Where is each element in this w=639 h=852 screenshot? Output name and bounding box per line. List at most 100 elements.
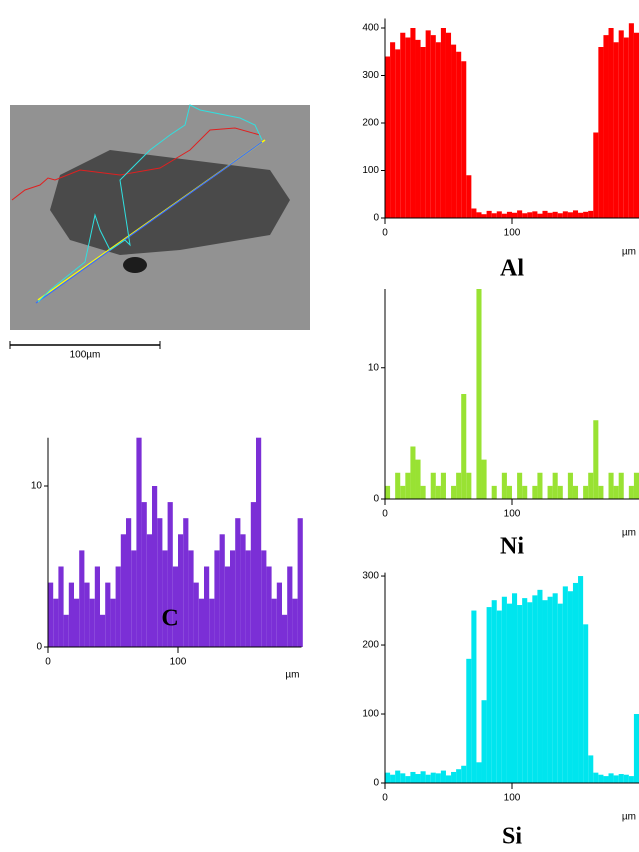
x-axis-unit: µm bbox=[285, 670, 299, 681]
bar bbox=[547, 596, 553, 783]
bar bbox=[230, 550, 236, 647]
bar bbox=[405, 472, 411, 499]
bar bbox=[461, 394, 467, 499]
bar bbox=[527, 212, 533, 218]
bar bbox=[172, 566, 178, 647]
bar bbox=[456, 472, 462, 499]
bar bbox=[456, 51, 462, 218]
bar bbox=[562, 211, 568, 218]
bar bbox=[395, 472, 401, 499]
bar bbox=[578, 212, 584, 218]
bar bbox=[219, 534, 225, 647]
bar bbox=[583, 485, 589, 499]
bar bbox=[623, 37, 629, 218]
y-tick-label: 0 bbox=[373, 213, 379, 224]
x-axis-unit: µm bbox=[622, 247, 636, 258]
bar bbox=[224, 566, 230, 647]
bar bbox=[420, 771, 426, 783]
y-tick-label: 200 bbox=[362, 118, 379, 129]
bar bbox=[74, 598, 80, 647]
x-axis-unit: µm bbox=[622, 528, 636, 539]
bar bbox=[608, 472, 614, 499]
bar bbox=[152, 486, 158, 647]
bar bbox=[466, 175, 472, 218]
bar bbox=[603, 776, 609, 783]
bar bbox=[501, 472, 507, 499]
bar bbox=[547, 485, 553, 499]
bar bbox=[63, 614, 69, 647]
x-tick-label: 0 bbox=[382, 509, 388, 520]
y-tick-label: 400 bbox=[362, 23, 379, 34]
bar bbox=[593, 132, 599, 218]
bar bbox=[430, 35, 436, 218]
x-axis-unit: µm bbox=[622, 812, 636, 823]
bar bbox=[178, 534, 184, 647]
bar bbox=[435, 773, 441, 783]
bar bbox=[532, 595, 538, 783]
y-tick-label: 10 bbox=[31, 481, 43, 492]
bar bbox=[557, 603, 563, 783]
bar bbox=[618, 774, 624, 783]
x-tick-label: 0 bbox=[45, 657, 51, 668]
bar bbox=[476, 289, 482, 499]
bar bbox=[628, 23, 634, 218]
bar bbox=[405, 37, 411, 218]
bar bbox=[522, 598, 528, 783]
bar bbox=[598, 774, 604, 783]
bar bbox=[501, 213, 507, 218]
y-tick-label: 300 bbox=[362, 571, 379, 582]
bar bbox=[572, 485, 579, 499]
bar bbox=[572, 210, 579, 218]
bar bbox=[496, 610, 502, 783]
bar bbox=[537, 213, 543, 218]
bar bbox=[415, 774, 421, 783]
bar bbox=[430, 772, 436, 783]
bar bbox=[451, 44, 457, 218]
bar bbox=[385, 772, 391, 783]
bar bbox=[542, 210, 548, 218]
bar bbox=[53, 598, 59, 647]
bar bbox=[115, 566, 121, 647]
bar bbox=[628, 485, 634, 499]
bar bbox=[271, 598, 277, 647]
bar bbox=[567, 591, 573, 783]
bar bbox=[593, 420, 599, 499]
bar bbox=[491, 600, 497, 783]
bar bbox=[491, 213, 497, 218]
bar bbox=[547, 212, 553, 218]
bar bbox=[552, 472, 558, 499]
bar bbox=[110, 598, 116, 647]
y-tick-label: 200 bbox=[362, 640, 379, 651]
bar bbox=[256, 437, 262, 647]
x-tick-label: 100 bbox=[504, 509, 521, 520]
bar bbox=[100, 614, 106, 647]
bar bbox=[557, 485, 563, 499]
bar bbox=[261, 550, 267, 647]
chart-title: Al bbox=[500, 256, 524, 282]
bar bbox=[440, 28, 446, 218]
bar bbox=[451, 485, 457, 499]
bar bbox=[94, 566, 100, 647]
bar bbox=[557, 213, 563, 218]
x-tick-label: 0 bbox=[382, 228, 388, 239]
bar bbox=[440, 472, 446, 499]
bar bbox=[435, 485, 441, 499]
bar bbox=[141, 502, 147, 647]
bar bbox=[496, 211, 502, 218]
bar bbox=[461, 765, 467, 783]
bar bbox=[445, 32, 452, 218]
bar bbox=[628, 776, 634, 783]
bar bbox=[395, 49, 401, 218]
bar bbox=[451, 771, 457, 783]
bar bbox=[562, 586, 568, 783]
bar bbox=[613, 485, 619, 499]
bar bbox=[48, 582, 54, 647]
chart-title: Si bbox=[502, 824, 522, 850]
bar bbox=[68, 582, 74, 647]
bar bbox=[633, 714, 639, 783]
y-tick-label: 0 bbox=[36, 642, 42, 653]
bar bbox=[420, 47, 426, 218]
bar bbox=[204, 566, 210, 647]
bar bbox=[157, 518, 163, 647]
bar bbox=[250, 502, 256, 647]
